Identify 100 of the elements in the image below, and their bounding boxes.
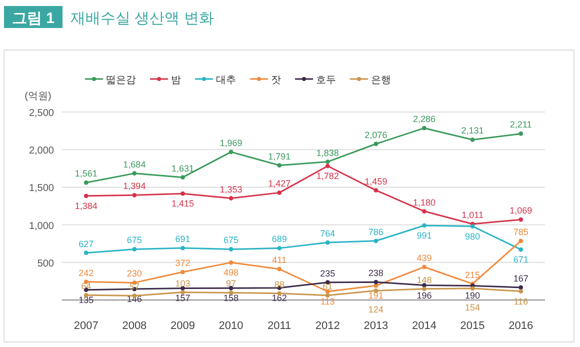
x-tick-label: 2014: [412, 320, 436, 332]
y-axis-title: (억원): [24, 91, 52, 102]
point: [470, 138, 475, 142]
data-label: 1,838: [316, 148, 339, 158]
data-label: 64: [81, 281, 92, 292]
y-tick-label: 2,000: [28, 146, 54, 157]
x-tick-label: 2012: [315, 320, 340, 332]
data-label: 1,069: [510, 206, 532, 216]
point: [518, 285, 524, 290]
x-tick-label: 2011: [268, 320, 292, 332]
data-label: 196: [416, 290, 432, 300]
data-label: 116: [514, 296, 528, 306]
data-label: 191: [368, 290, 384, 301]
data-label: 113: [320, 296, 335, 306]
data-label: 1,180: [412, 197, 436, 208]
x-tick-label: 2008: [122, 320, 147, 332]
data-label: 785: [513, 226, 528, 237]
legend-label: 떫은감: [106, 75, 136, 86]
data-label: 689: [272, 234, 287, 244]
legend-label: 대추: [216, 75, 236, 86]
data-label: 162: [272, 292, 287, 303]
data-label: 2,286: [412, 114, 436, 124]
y-tick-label: 1,500: [28, 183, 54, 194]
data-label: 786: [368, 226, 384, 237]
y-tick-label: 1,000: [28, 220, 54, 232]
data-label: 1,791: [268, 151, 291, 162]
legend-label: 잣: [271, 75, 281, 86]
point: [518, 217, 524, 222]
legend-label: 밤: [171, 75, 181, 86]
data-label: 242: [78, 268, 94, 278]
point: [422, 126, 426, 130]
x-tick-label: 2010: [218, 320, 244, 332]
point: [325, 240, 330, 245]
point: [325, 164, 330, 168]
data-label: 498: [224, 268, 239, 278]
point: [277, 266, 282, 272]
data-label: 61: [322, 281, 333, 292]
data-label: 1,459: [364, 176, 388, 186]
chart-title: 그림 1: [12, 10, 55, 27]
data-label: 2,131: [461, 126, 484, 136]
point: [518, 247, 524, 252]
data-label: 215: [465, 270, 480, 280]
point: [228, 196, 234, 200]
data-label: 980: [465, 231, 480, 242]
data-label: 238: [368, 268, 384, 278]
data-label: 1,631: [171, 163, 194, 174]
data-label: 158: [224, 293, 239, 304]
point: [228, 247, 234, 252]
data-label: 148: [416, 274, 432, 285]
data-label: 1,394: [123, 181, 146, 192]
point: [422, 264, 426, 270]
x-tick-label: 2015: [460, 320, 485, 332]
chart-subtitle: 재배수실 생산액 변화: [70, 10, 214, 27]
point: [228, 150, 234, 154]
data-label: 97: [226, 278, 236, 289]
data-label: 2,211: [510, 120, 532, 130]
legend-label: 호두: [316, 75, 336, 86]
y-tick-label: 500: [37, 258, 54, 270]
point: [422, 223, 426, 228]
point: [132, 171, 137, 176]
data-label: 2,076: [364, 130, 388, 140]
point: [180, 270, 185, 274]
data-label: 627: [78, 238, 94, 249]
point: [180, 175, 185, 180]
point: [518, 289, 524, 294]
data-label: 1,427: [268, 178, 291, 189]
data-label: 235: [320, 268, 336, 278]
point: [228, 260, 234, 265]
data-label: 1,684: [123, 159, 146, 170]
point: [180, 290, 185, 294]
point: [518, 238, 524, 244]
x-tick-label: 2013: [364, 320, 388, 332]
data-label: 372: [175, 258, 190, 268]
data-label: 190: [465, 290, 480, 301]
data-label: 671: [513, 254, 528, 265]
data-label: 991: [416, 230, 432, 240]
x-tick-label: 2007: [74, 320, 98, 332]
data-label: 124: [368, 304, 384, 315]
point: [132, 192, 137, 198]
data-label: 1,415: [171, 198, 194, 209]
data-label: 691: [175, 234, 190, 244]
point: [132, 247, 137, 252]
data-label: 1,353: [220, 184, 242, 194]
x-tick-label: 2016: [508, 320, 534, 332]
y-tick-label: 2,500: [28, 108, 54, 119]
data-label: 135: [78, 294, 94, 305]
data-label: 1,561: [74, 168, 98, 179]
data-label: 1,969: [220, 138, 242, 148]
point: [277, 190, 282, 195]
point: [422, 286, 426, 292]
point: [374, 280, 378, 284]
point: [422, 209, 426, 214]
point: [374, 238, 378, 244]
point: [518, 132, 524, 136]
point: [84, 180, 88, 185]
point: [277, 163, 282, 168]
data-label: 1,782: [316, 170, 339, 181]
data-label: 103: [175, 278, 190, 288]
data-label: 1,011: [462, 210, 484, 220]
data-label: 88: [274, 279, 284, 290]
